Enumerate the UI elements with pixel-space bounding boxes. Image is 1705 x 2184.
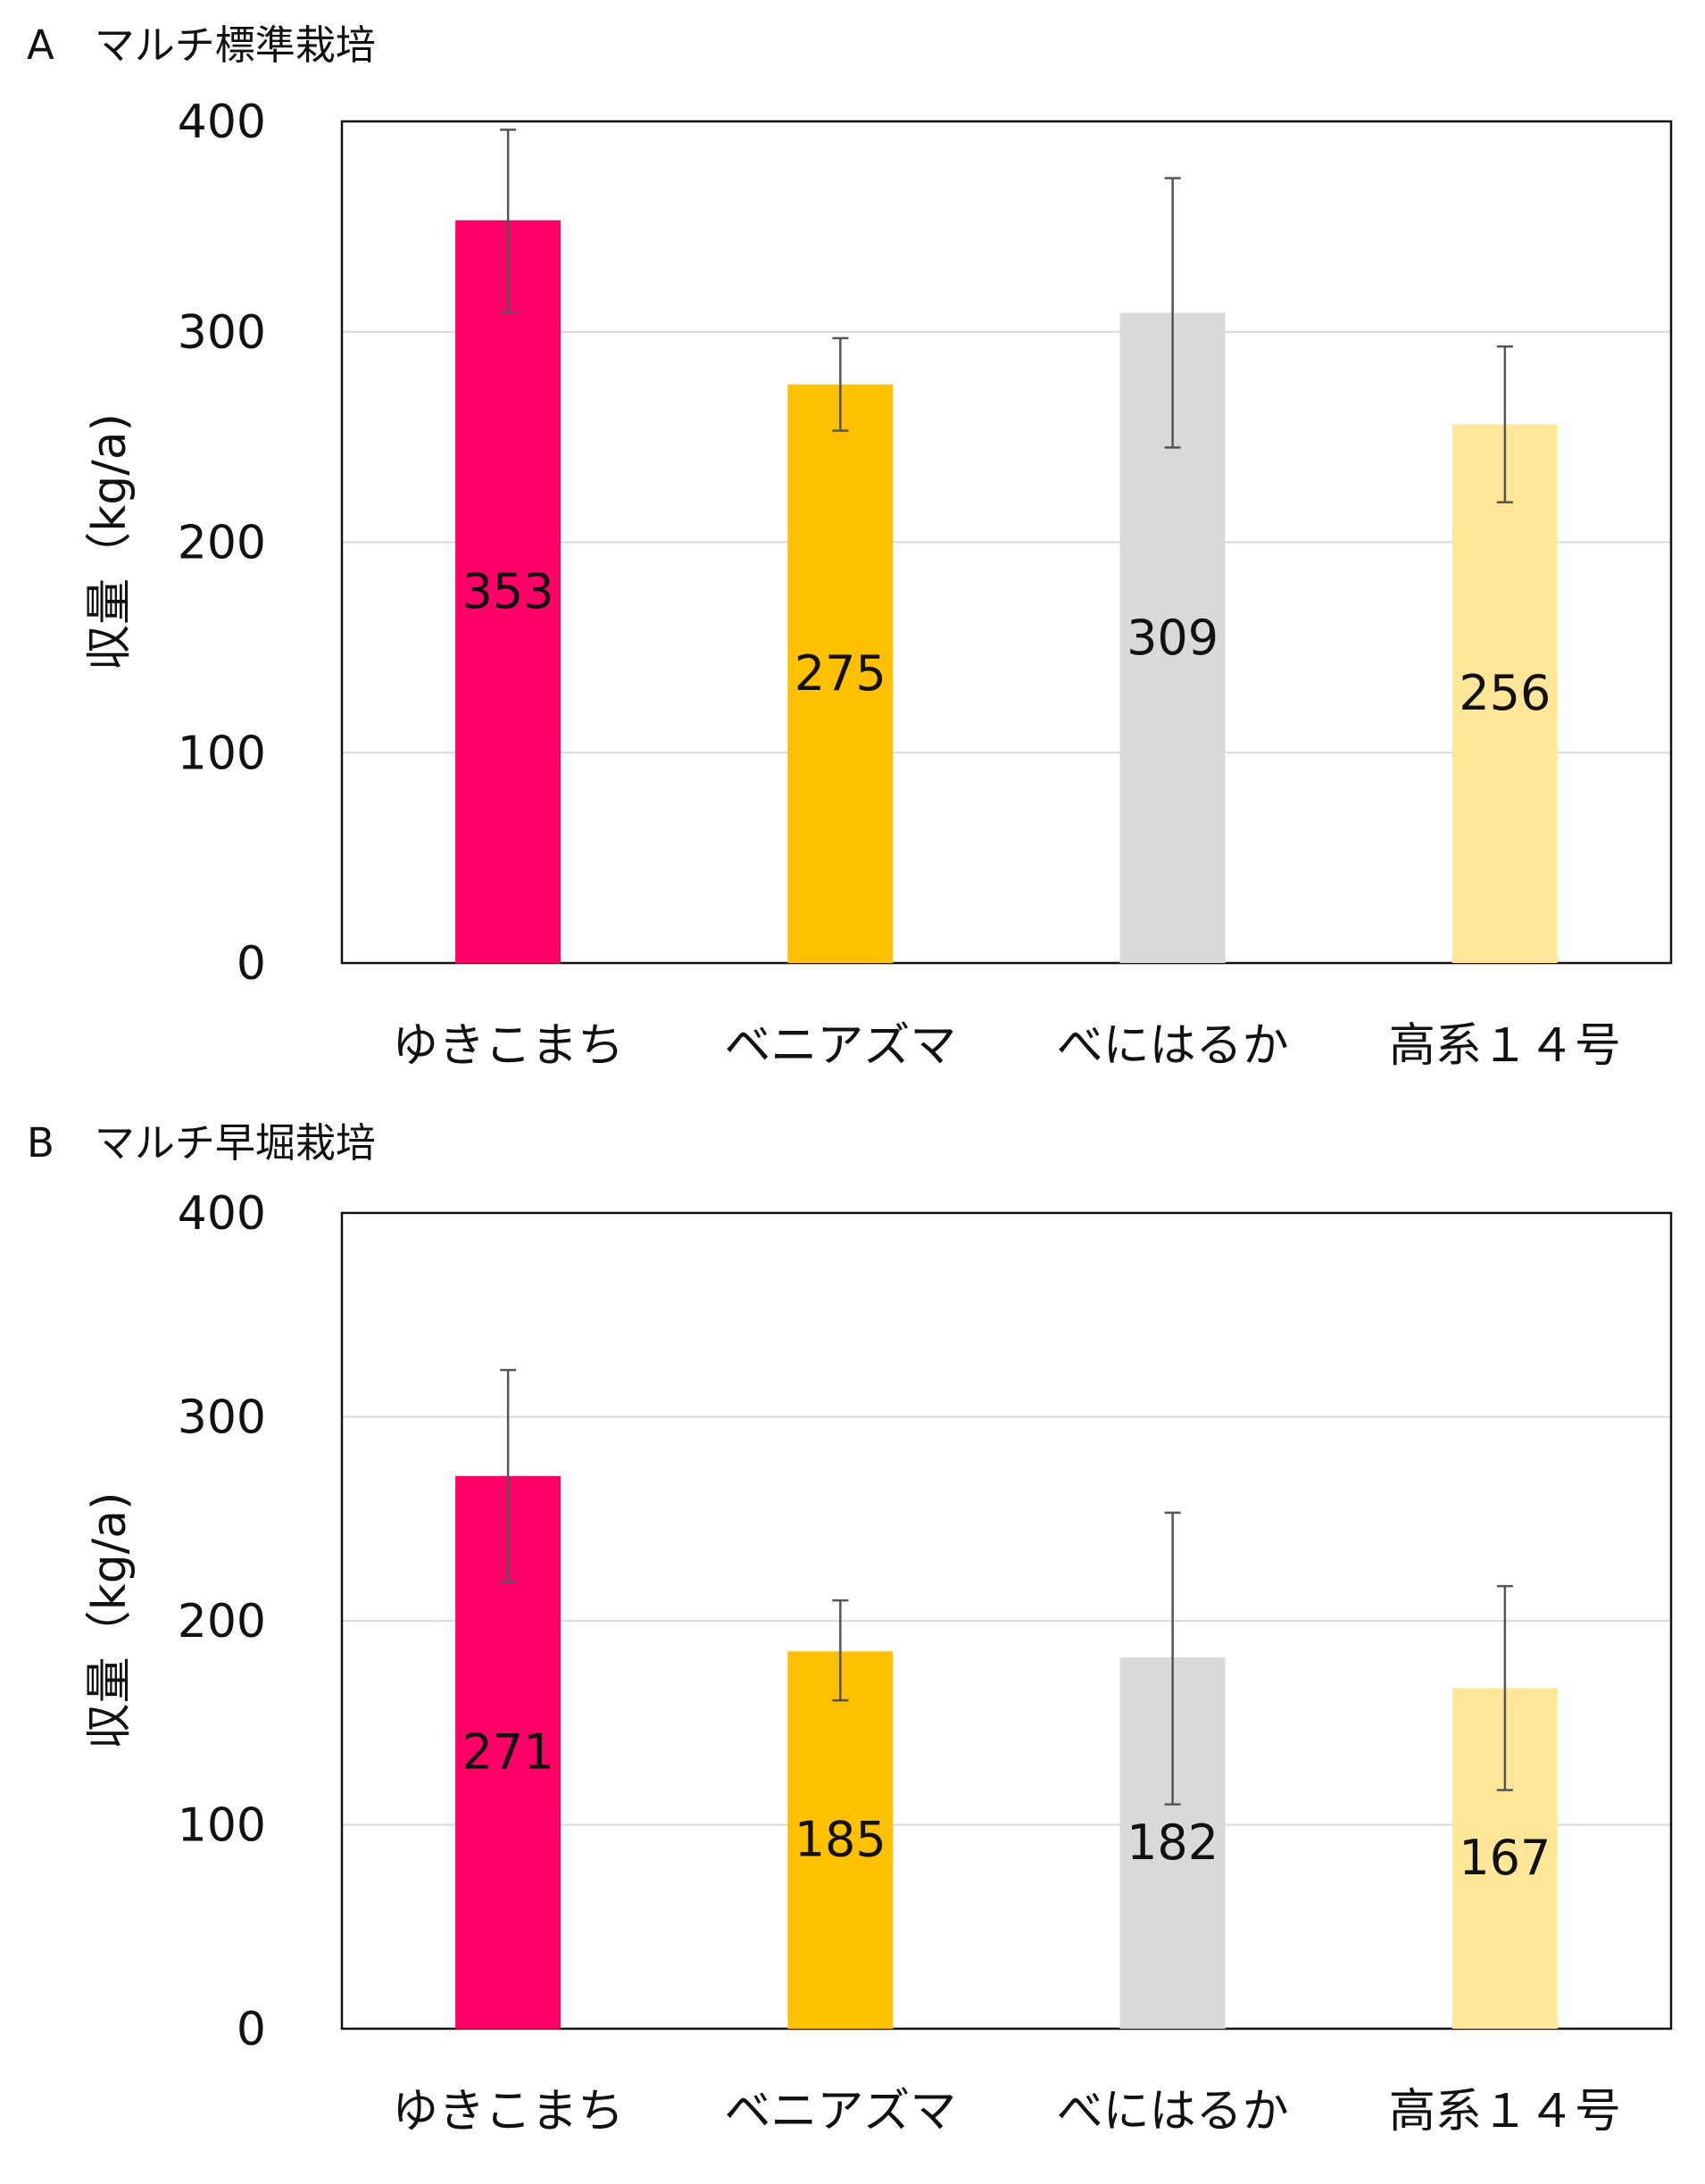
chart-panel-a: A マルチ標準栽培 0 100 200 300 400 収量（kg/a) 353 ゆきこまち 2…: [0, 0, 1705, 1089]
category-label: ベニアズマ: [724, 2085, 956, 2138]
category-label: ベニアズマ: [724, 1019, 956, 1073]
chart-title: A マルチ標準栽培: [27, 21, 376, 69]
data-label: 182: [1127, 1814, 1218, 1871]
data-label: 167: [1459, 1830, 1551, 1886]
bar: [455, 220, 561, 964]
bar-chart-a: 0 100 200 300 400 収量（kg/a) 353 ゆきこまち 275 ベニアズマ 309…: [83, 95, 1673, 1073]
y-tick-label: 300: [178, 1391, 266, 1445]
y-axis-label: 収量（kg/a): [83, 413, 137, 671]
plot-area: [340, 1211, 1673, 2030]
category-label: べにはるか: [1057, 2085, 1289, 2138]
y-tick-label: 400: [178, 1187, 266, 1241]
category-label: 高系１４号: [1389, 1019, 1621, 1073]
y-tick-label: 200: [178, 517, 266, 570]
category-label: 高系１４号: [1389, 2085, 1621, 2138]
y-tick-label: 0: [237, 937, 266, 991]
data-label: 275: [794, 645, 886, 702]
data-label: 353: [462, 563, 554, 619]
bar-chart-b: 0 100 200 300 400 収量（kg/a) 271 ゆきこまち 185 ベニアズマ 182…: [83, 1187, 1673, 2138]
y-tick-label: 400: [178, 95, 266, 149]
data-label: 185: [794, 1812, 886, 1868]
bar: [787, 384, 894, 963]
y-tick-label: 200: [178, 1595, 266, 1648]
category-label: べにはるか: [1057, 1019, 1289, 1073]
plot-area: [340, 120, 1673, 965]
y-tick-label: 100: [178, 1799, 266, 1853]
category-label: ゆきこまち: [392, 2085, 624, 2138]
y-axis-label: 収量（kg/a): [83, 1492, 137, 1750]
y-tick-label: 0: [237, 2003, 266, 2056]
chart-panel-b: B マルチ早堀栽培 0 100 200 300 400 収量（kg/a) 271 ゆきこまち 1…: [0, 1098, 1705, 2184]
chart-title: B マルチ早堀栽培: [27, 1119, 376, 1167]
category-label: ゆきこまち: [392, 1019, 624, 1073]
bar: [1451, 424, 1558, 964]
data-label: 309: [1127, 610, 1218, 666]
y-tick-label: 300: [178, 306, 266, 360]
data-label: 271: [462, 1723, 554, 1780]
bar: [787, 1651, 894, 2029]
data-label: 256: [1459, 665, 1551, 721]
y-tick-label: 100: [178, 727, 266, 780]
